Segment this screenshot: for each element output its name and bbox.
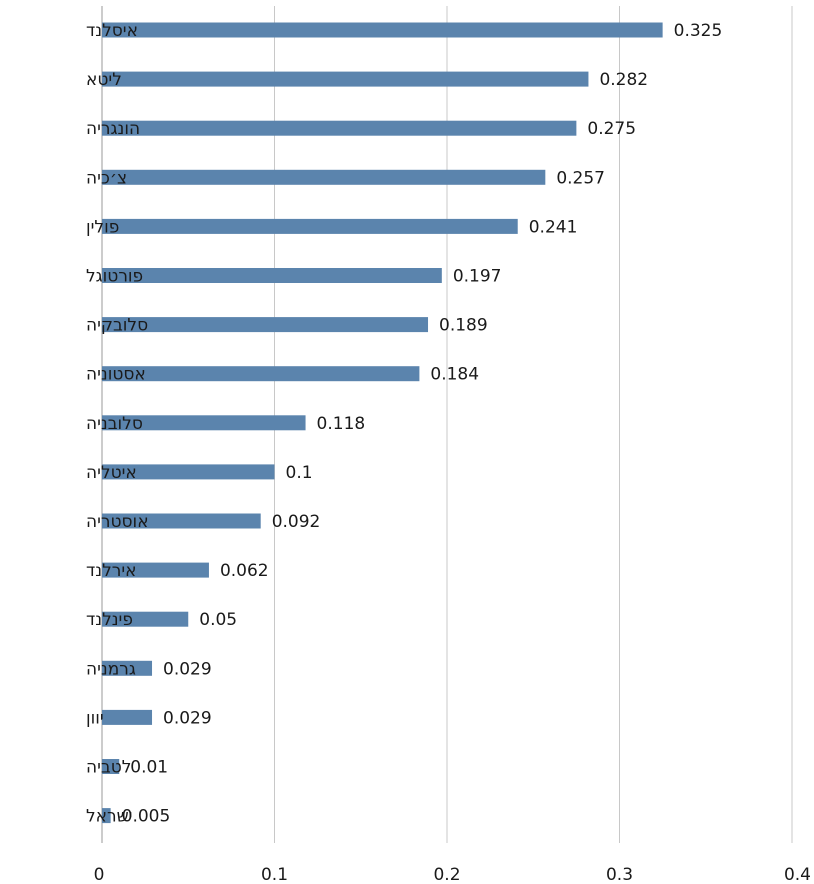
category-label: סלובניה (86, 414, 143, 434)
data-label: 0.01 (130, 758, 168, 778)
x-tick-label: 0.1 (261, 865, 288, 884)
bar (102, 808, 111, 824)
category-label: גרמניה (86, 659, 136, 679)
data-label: 0.325 (674, 21, 723, 41)
bars (102, 22, 663, 824)
category-label: לטביה (86, 758, 131, 778)
value-labels: 0.325 0.282 0.275 0.257 0.241 0.197 0.189 0.184… (122, 21, 723, 827)
bar (102, 709, 153, 725)
category-label: אירלנד (86, 561, 137, 581)
bar (102, 22, 663, 38)
category-label: סלובקיה (86, 316, 148, 336)
data-label: 0.029 (163, 708, 212, 728)
data-label: 0.241 (529, 217, 578, 237)
category-label: ישראל (86, 807, 132, 827)
data-label: 0.257 (556, 168, 605, 188)
category-label: אסטוניה (86, 365, 146, 385)
category-label: יוון (86, 708, 104, 728)
bar (102, 317, 429, 333)
bar (102, 71, 589, 87)
category-label: איטליה (86, 463, 137, 483)
bar (102, 660, 153, 676)
data-label: 0.184 (430, 365, 479, 385)
bar (102, 366, 420, 382)
bar (102, 120, 577, 136)
bar (102, 464, 275, 480)
bar (102, 169, 546, 185)
x-tick-label: 0.4 (784, 865, 811, 884)
data-label: 0.282 (599, 70, 648, 90)
data-label: 0.092 (272, 512, 321, 532)
bar (102, 268, 442, 283)
category-label: איסלנד (86, 21, 138, 41)
data-label: 0.1 (286, 463, 313, 483)
data-label: 0.062 (220, 561, 269, 581)
bar (102, 415, 306, 431)
bar (102, 562, 209, 578)
x-axis-tick-labels: 0 0.1 0.2 0.3 0.4 (94, 865, 811, 884)
category-labels: איסלנד ליטא הונגריה צ׳כיה פולין פורטוגל סלובקי… (86, 21, 149, 827)
bar (102, 611, 189, 627)
data-label: 0.05 (199, 610, 237, 630)
category-label: ליטא (86, 70, 122, 90)
data-label: 0.275 (587, 119, 636, 139)
bar (102, 759, 120, 774)
category-label: אוסטריה (86, 512, 149, 532)
x-tick-label: 0 (94, 865, 105, 884)
data-label: 0.189 (439, 316, 488, 336)
x-tick-label: 0.2 (433, 865, 460, 884)
data-label: 0.005 (122, 807, 171, 827)
bar (102, 513, 261, 529)
data-label: 0.118 (317, 414, 366, 434)
category-label: פולין (86, 217, 119, 237)
data-label: 0.197 (453, 267, 502, 287)
category-label: צ׳כיה (86, 168, 127, 188)
data-label: 0.029 (163, 659, 212, 679)
category-label: פינלנד (86, 610, 133, 630)
bar (102, 218, 518, 234)
x-tick-label: 0.3 (606, 865, 633, 884)
category-label: הונגריה (86, 119, 140, 139)
category-label: פורטוגל (86, 267, 143, 287)
